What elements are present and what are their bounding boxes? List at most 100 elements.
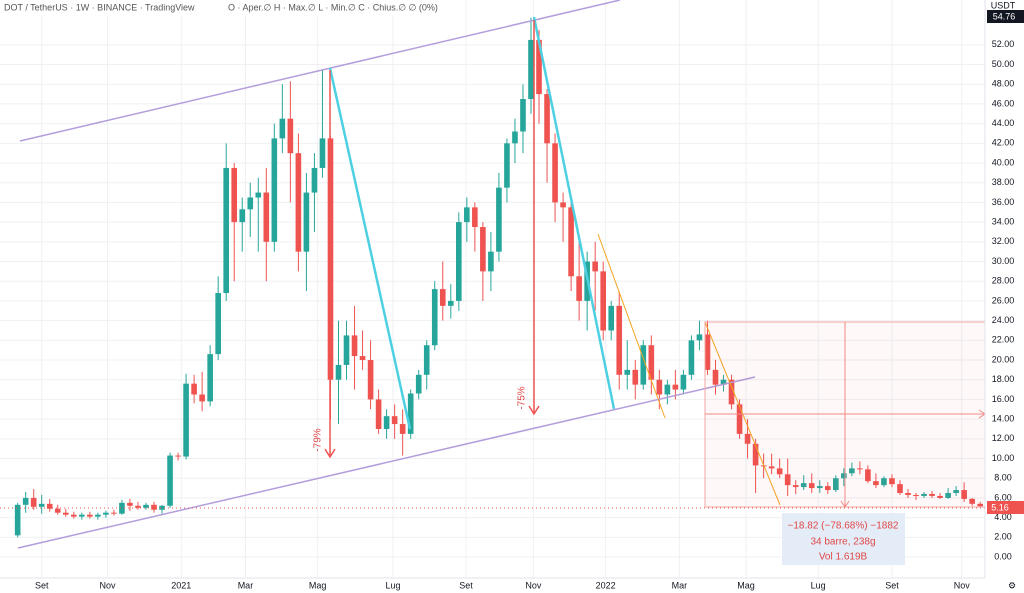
candle-body xyxy=(913,494,919,496)
y-tick-label: 16.00 xyxy=(992,394,1015,404)
candle-body xyxy=(271,138,278,242)
candle-body xyxy=(399,424,406,434)
settings-icon[interactable]: ⚙ xyxy=(1008,580,1016,590)
candle-body xyxy=(504,143,510,188)
x-tick-label: Set xyxy=(885,580,899,590)
y-tick-label: 42.00 xyxy=(992,138,1015,148)
candle-body xyxy=(832,478,839,491)
y-tick-label: 36.00 xyxy=(992,197,1015,207)
y-tick-label: 32.00 xyxy=(992,236,1015,246)
candle-body xyxy=(14,504,21,536)
y-tick-label: 52.00 xyxy=(992,39,1015,49)
candle-body xyxy=(103,512,109,515)
candle-body xyxy=(311,167,318,193)
candle-body xyxy=(431,289,438,346)
y-tick-label: 10.00 xyxy=(992,453,1015,463)
candle-body xyxy=(319,138,326,168)
candle-body xyxy=(367,360,374,400)
drawings: -79% -75% −18.82 (−78.68%) −1882 34 barr… xyxy=(0,0,986,565)
candle-body xyxy=(808,483,815,489)
candle-body xyxy=(592,261,598,272)
candle-body xyxy=(351,335,358,357)
candle-body xyxy=(889,478,895,485)
candle-body xyxy=(656,379,663,395)
candle-body xyxy=(488,251,494,272)
candle-body xyxy=(255,192,262,198)
candle-body xyxy=(520,98,526,132)
candle-body xyxy=(929,493,935,496)
candle-body xyxy=(921,493,927,496)
candles xyxy=(14,17,983,538)
measure-label xyxy=(782,513,905,565)
x-tick-label: 2021 xyxy=(171,580,191,590)
candle-body xyxy=(151,504,157,510)
candle-body xyxy=(391,416,398,425)
measure-text: −18.82 (−78.68%) −1882 xyxy=(788,521,899,532)
candle-body xyxy=(640,345,647,385)
candle-body xyxy=(119,502,125,514)
candle-body xyxy=(608,305,615,331)
candle-body xyxy=(303,192,310,252)
x-tick-label: 2022 xyxy=(596,580,616,590)
y-tick-label: 34.00 xyxy=(992,216,1015,226)
candle-body xyxy=(127,502,133,506)
candle-body xyxy=(54,508,61,513)
candle-body xyxy=(423,345,430,375)
candle-body xyxy=(897,484,903,493)
candle-body xyxy=(937,495,943,498)
candle-body xyxy=(207,354,213,402)
candle-body xyxy=(239,209,246,223)
x-tick-label: Mag xyxy=(737,580,755,590)
candle-body xyxy=(87,514,93,517)
candle-body xyxy=(496,187,502,252)
candle-body xyxy=(841,473,847,479)
candle-body xyxy=(849,468,855,474)
candle-body xyxy=(824,486,831,491)
x-tick-label: Lug xyxy=(811,580,826,590)
candle-body xyxy=(375,399,382,429)
y-tick-label: 40.00 xyxy=(992,157,1015,167)
candle-body xyxy=(744,433,751,444)
candle-body xyxy=(800,483,807,488)
candle-body xyxy=(792,485,799,488)
y-tick-label: 4.00 xyxy=(994,512,1012,522)
candle-body xyxy=(231,167,238,223)
y-tick-label: 30.00 xyxy=(992,256,1015,266)
candle-body xyxy=(616,305,623,375)
candle-body xyxy=(544,94,550,144)
candle-body xyxy=(199,394,205,402)
chart-title: DOT / TetherUS · 1W · BINANCE · TradingV… xyxy=(4,2,195,12)
candle-body xyxy=(560,202,566,208)
candle-body xyxy=(38,503,45,507)
y-tick-label: 20.00 xyxy=(992,354,1015,364)
candle-body xyxy=(447,300,454,306)
candle-body xyxy=(247,197,254,210)
candle-body xyxy=(359,356,366,361)
grid xyxy=(0,0,985,578)
candle-body xyxy=(287,118,294,154)
y-tick-label: 8.00 xyxy=(994,473,1012,483)
candle-body xyxy=(905,492,911,495)
candle-body xyxy=(704,334,711,370)
candle-body xyxy=(439,289,446,306)
arrow-head xyxy=(324,448,336,459)
candle-body xyxy=(95,514,101,517)
y-tick-label: 28.00 xyxy=(992,276,1015,286)
measure-text: Vol 1.619B xyxy=(819,552,868,563)
drop-label: -75% xyxy=(517,386,528,409)
candle-body xyxy=(784,474,791,486)
candle-body xyxy=(688,340,695,375)
y-tick-label: 12.00 xyxy=(992,433,1015,443)
arrow-head xyxy=(840,500,850,508)
y-tick-label: 22.00 xyxy=(992,335,1015,345)
y-tick-label: 24.00 xyxy=(992,315,1015,325)
candle-body xyxy=(969,498,975,504)
candle-body xyxy=(295,153,302,252)
candle-body xyxy=(768,466,775,469)
candle-body xyxy=(720,379,727,385)
last-price: 5.16 xyxy=(991,502,1009,512)
candle-body xyxy=(664,384,671,395)
candle-body xyxy=(696,334,703,341)
candle-body xyxy=(624,369,631,375)
